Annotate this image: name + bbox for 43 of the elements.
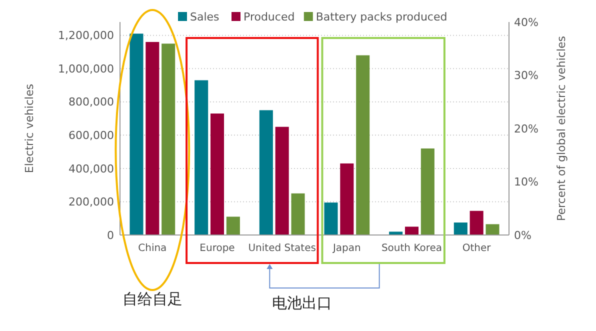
bar <box>454 222 468 235</box>
bar <box>420 148 434 235</box>
bar <box>210 114 224 235</box>
bar <box>291 193 305 235</box>
x-tick-label: Europe <box>200 243 235 254</box>
bar <box>356 55 370 235</box>
x-tick-label: Japan <box>332 243 361 254</box>
y2-tick-label: 20% <box>514 122 538 136</box>
x-tick-label: South Korea <box>381 243 442 254</box>
y2-tick-label: 30% <box>514 69 538 82</box>
text: 电池出口 <box>272 294 332 312</box>
bar <box>389 232 403 235</box>
bar <box>226 216 240 235</box>
legend-label: Produced <box>244 10 295 24</box>
x-tick-label: United States <box>248 243 316 254</box>
legend-label: Sales <box>190 10 220 24</box>
bar <box>130 34 144 235</box>
bar <box>259 110 273 235</box>
x-tick-label: China <box>138 243 167 254</box>
y-tick-label: 600,000 <box>68 129 114 142</box>
bar <box>162 44 176 235</box>
bar <box>340 163 354 235</box>
bar <box>275 126 289 235</box>
bar <box>486 224 500 235</box>
y-tick-label: 800,000 <box>68 96 114 109</box>
text: 自给自足 <box>122 290 182 308</box>
y-tick-label: 400,000 <box>68 162 114 176</box>
bar <box>194 80 208 235</box>
y-axis-title: Electric vehicles <box>23 84 36 174</box>
y2-tick-label: 40% <box>514 16 538 29</box>
bar <box>470 210 484 235</box>
y2-tick-label: 10% <box>514 176 538 189</box>
legend-label: Battery packs produced <box>316 10 448 24</box>
bar <box>146 42 160 235</box>
y2-axis-title: Percent of global electric vehicles <box>555 36 568 222</box>
bar <box>404 226 419 235</box>
bar <box>324 202 338 235</box>
y-tick-label: 0 <box>107 228 114 242</box>
y-tick-label: 1,200,000 <box>58 29 114 42</box>
y2-tick-label: 0% <box>514 228 532 242</box>
x-tick-label: Other <box>462 243 492 254</box>
y-tick-label: 1,000,000 <box>58 62 114 76</box>
y-tick-label: 200,000 <box>68 196 114 209</box>
